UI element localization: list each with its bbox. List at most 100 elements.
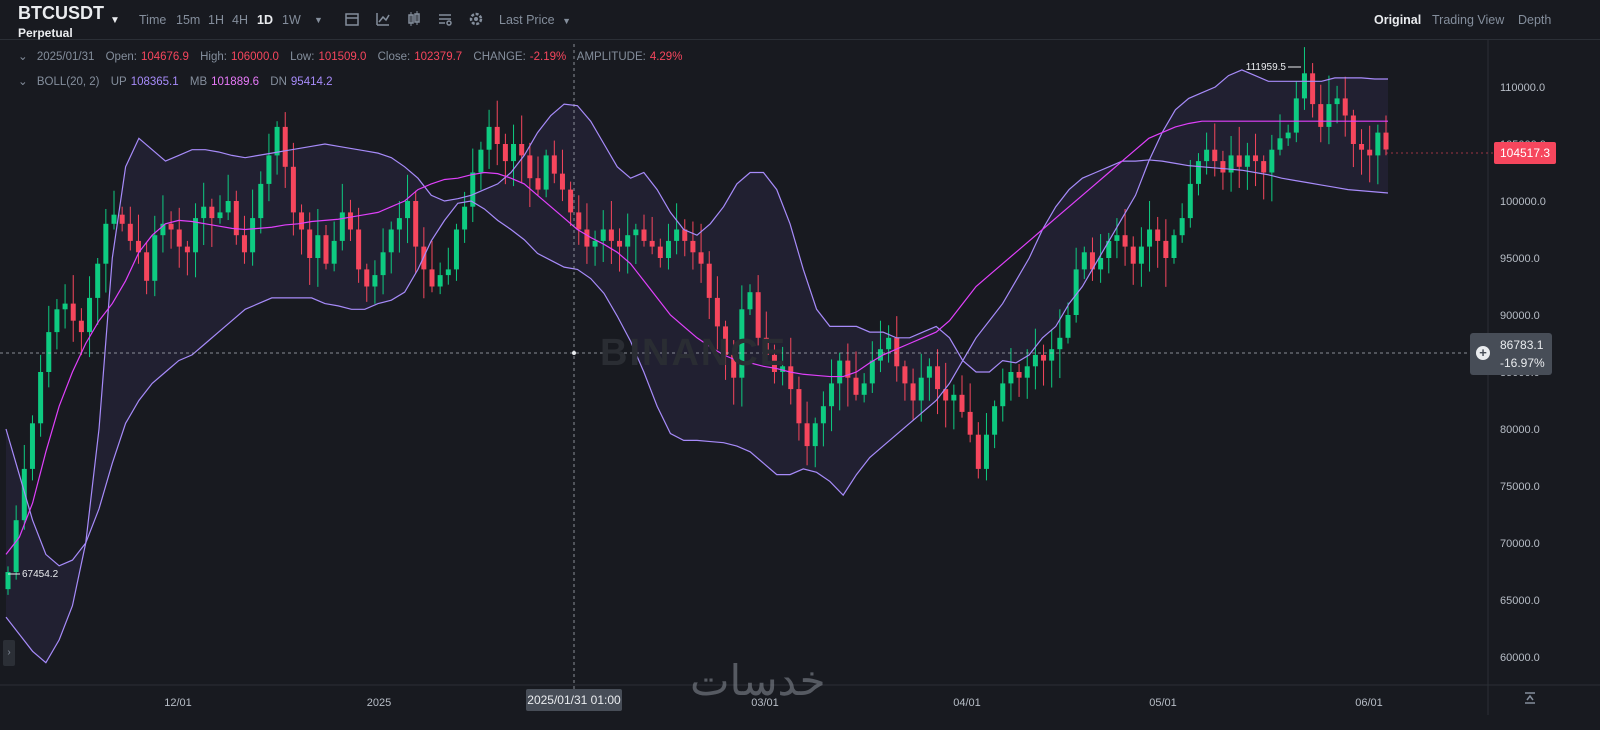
indicator-icon[interactable]: [374, 10, 392, 28]
candle-body: [103, 223, 109, 264]
interval-4h[interactable]: 4H: [232, 13, 248, 27]
price-tick-label: 90000.0: [1500, 310, 1540, 322]
chart-toolbar: BTCUSDT Perpetual ▼ Time 15m 1H 4H 1D 1W…: [0, 0, 1600, 40]
candle-body: [1171, 235, 1177, 258]
candle-body: [46, 332, 52, 372]
change-value: -2.19%: [529, 51, 567, 63]
candle-body: [429, 269, 435, 287]
candle-body: [1326, 104, 1332, 127]
candle-body: [315, 235, 321, 258]
candle-body: [70, 303, 76, 321]
candle-body: [1147, 229, 1153, 247]
high-value: 106000.0: [230, 51, 279, 63]
candle-body: [152, 235, 158, 281]
last-price-badge: 104517.3: [1494, 142, 1556, 164]
candle-body: [1236, 155, 1242, 167]
candle-body: [1220, 161, 1226, 173]
candle-body: [470, 172, 476, 207]
candle-body: [527, 155, 533, 179]
amplitude-value: 4.29%: [649, 51, 683, 63]
candle-body: [54, 309, 60, 333]
interval-1h[interactable]: 1H: [208, 13, 224, 27]
candle-body: [78, 320, 84, 333]
candle-body: [95, 263, 101, 298]
candle-body: [796, 389, 802, 424]
candle-body: [1342, 98, 1348, 116]
candle-body: [290, 166, 296, 213]
candle-body: [1269, 149, 1275, 173]
candle-body: [1212, 149, 1218, 162]
candle-body: [608, 229, 614, 241]
candle-body: [1383, 132, 1389, 150]
tab-trading-view[interactable]: Trading View: [1432, 13, 1505, 27]
candle-body: [502, 144, 508, 162]
candle-body: [1130, 246, 1136, 264]
candle-body: [176, 229, 182, 247]
candle-body: [1244, 155, 1250, 167]
price-tick-label: 110000.0: [1500, 82, 1545, 94]
candle-body: [886, 337, 892, 350]
candle-body: [967, 411, 973, 435]
candle-type-icon[interactable]: [405, 10, 423, 28]
tab-depth[interactable]: Depth: [1518, 13, 1552, 27]
candle-body: [918, 377, 924, 401]
time-tick-label: 03/01: [751, 697, 779, 709]
amplitude-label: AMPLITUDE:: [576, 51, 646, 63]
candle-body: [160, 223, 166, 236]
candle-body: [1350, 115, 1356, 144]
candle-body: [1049, 349, 1055, 361]
close-label: Close:: [377, 51, 411, 63]
interval-1w[interactable]: 1W: [282, 13, 301, 27]
crosshair-dot: [572, 351, 576, 355]
candle-body: [127, 223, 133, 241]
candle-body: [339, 212, 345, 241]
candle-body: [1163, 240, 1169, 258]
candle-body: [576, 212, 582, 230]
auto-scale-icon[interactable]: [1522, 690, 1538, 706]
add-alert-icon[interactable]: +: [1476, 346, 1490, 360]
candle-body: [144, 252, 150, 281]
candle-body: [1301, 73, 1307, 99]
candle-body: [771, 354, 777, 372]
price-type-select[interactable]: Last Price ▼: [499, 13, 571, 27]
boll-middle-line: [5, 120, 1388, 555]
more-intervals-icon[interactable]: ▼: [314, 15, 323, 25]
candle-body: [1318, 104, 1324, 127]
candle-body: [519, 144, 525, 156]
candle-body: [853, 377, 859, 395]
ohlc-date: 2025/01/31: [36, 51, 95, 63]
low-value: 101509.0: [318, 51, 367, 63]
collapse-ohlc-icon[interactable]: ⌄: [18, 51, 28, 63]
time-tick-label: 2025: [367, 697, 391, 709]
interval-time[interactable]: Time: [139, 13, 167, 27]
candle-body: [698, 252, 704, 264]
expand-left-panel-icon[interactable]: ›: [3, 640, 15, 666]
candle-body: [837, 360, 843, 384]
candle-body: [845, 360, 851, 378]
candle-body: [168, 223, 174, 230]
close-value: 102379.7: [414, 51, 463, 63]
interval-1d[interactable]: 1D: [257, 13, 273, 27]
tab-original[interactable]: Original: [1374, 13, 1422, 27]
candle-body: [331, 240, 337, 264]
collapse-boll-icon[interactable]: ⌄: [18, 76, 28, 88]
candle-body: [755, 292, 761, 338]
crosshair-percent: -16.97%: [1500, 356, 1545, 370]
candle-body: [1359, 144, 1365, 150]
gear-icon[interactable]: [467, 10, 485, 28]
candle-body: [462, 206, 468, 230]
symbol-dropdown-icon[interactable]: ▼: [110, 15, 120, 26]
candle-body: [763, 337, 769, 355]
low-marker-label: 67454.2: [22, 569, 59, 580]
candle-body: [5, 572, 11, 590]
symbol-title[interactable]: BTCUSDT: [18, 3, 104, 23]
chart-settings-icon[interactable]: [436, 10, 454, 28]
boll-name[interactable]: BOLL(20, 2): [36, 76, 100, 88]
calendar-icon[interactable]: [343, 10, 361, 28]
boll-legend: ⌄ BOLL(20, 2) UP 108365.1 MB 101889.6 DN 95…: [18, 74, 340, 88]
candle-body: [453, 229, 459, 270]
price-tick-label: 100000.0: [1500, 196, 1546, 208]
interval-15m[interactable]: 15m: [176, 13, 201, 27]
candle-body: [282, 126, 288, 167]
